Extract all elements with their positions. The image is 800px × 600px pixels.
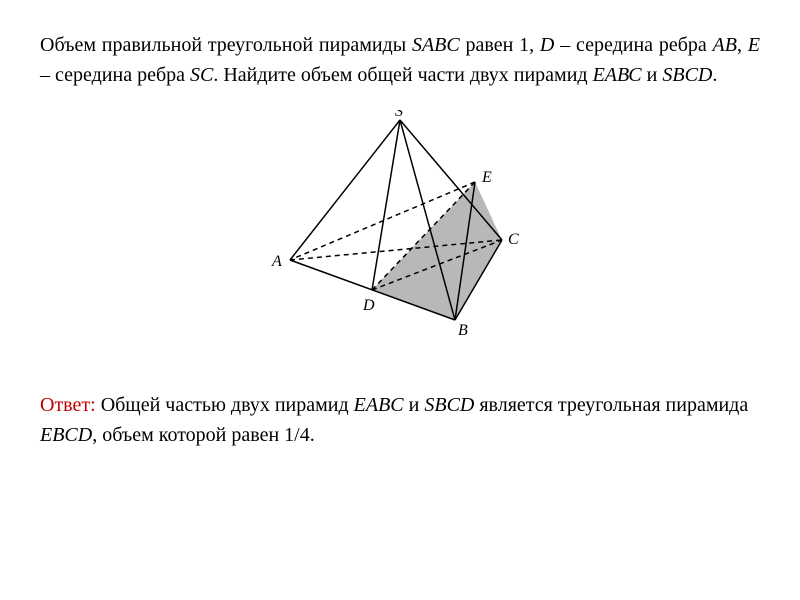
problem-text-8: . [712, 64, 717, 86]
pyramid-diagram: S E C A B D [260, 110, 540, 340]
answer-eabc: EABC [354, 394, 404, 416]
problem-text-4: , [737, 34, 748, 56]
problem-ab: АВ [713, 34, 737, 56]
answer-sbcd: SBCD [424, 394, 474, 416]
problem-text-5: – середина ребра [40, 64, 190, 86]
problem-d: D [540, 34, 554, 56]
svg-text:B: B [458, 322, 468, 339]
problem-statement: Объем правильной треугольной пирамиды SA… [40, 30, 760, 90]
svg-text:S: S [395, 110, 403, 120]
problem-e: Е [748, 34, 760, 56]
problem-text-1: Объем правильной треугольной пирамиды [40, 34, 412, 56]
problem-text-2: равен 1, [460, 34, 540, 56]
answer-text-3: является треугольная пирамида [474, 394, 748, 416]
answer-ebcd: EBCD [40, 424, 92, 446]
answer-text-1: Общей частью двух пирамид [96, 394, 354, 416]
svg-text:D: D [362, 297, 375, 314]
answer-block: Ответ: Общей частью двух пирамид EABC и … [40, 390, 760, 450]
answer-text-4: , объем которой равен 1/4. [92, 424, 315, 446]
problem-text-3: – середина ребра [554, 34, 712, 56]
problem-text-6: . Найдите объем общей части двух пирамид [213, 64, 592, 86]
diagram-container: S E C A B D [40, 110, 760, 340]
problem-eabc: ЕАВС [593, 64, 642, 86]
problem-sbcd: SВCD [662, 64, 712, 86]
answer-text-2: и [404, 394, 425, 416]
svg-text:E: E [481, 169, 492, 186]
problem-text-7: и [642, 64, 663, 86]
problem-sabc: SABC [412, 34, 460, 56]
problem-sc: SC [190, 64, 213, 86]
svg-text:A: A [271, 253, 282, 270]
answer-label: Ответ: [40, 394, 96, 416]
svg-text:C: C [508, 231, 519, 248]
